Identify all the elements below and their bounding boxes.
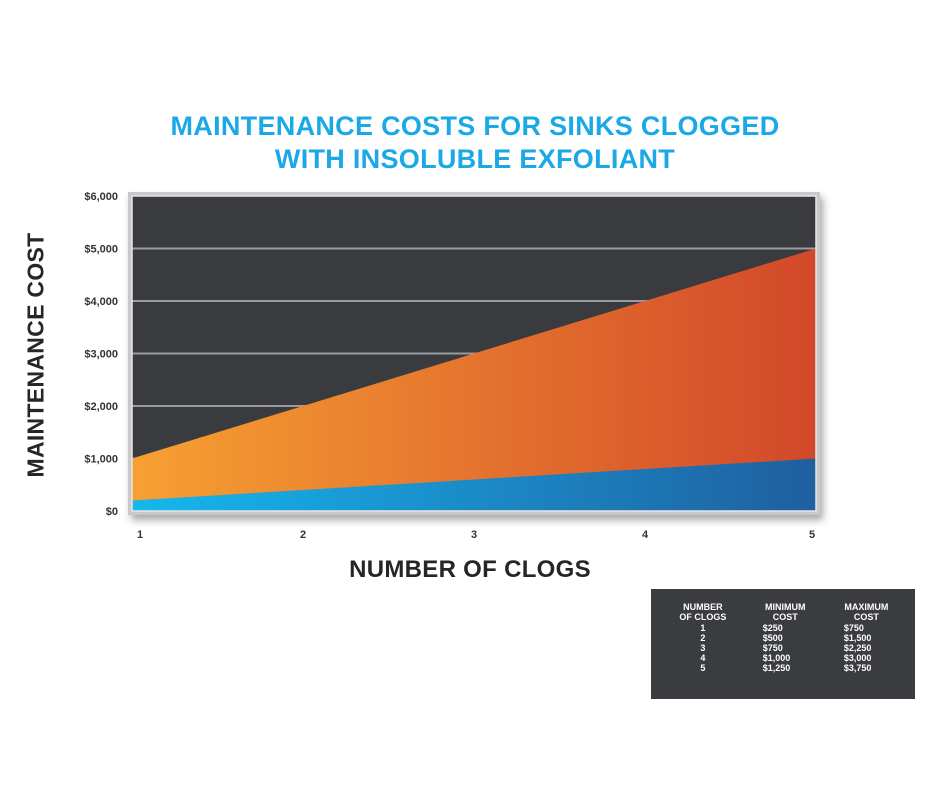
x-axis-label: NUMBER OF CLOGS: [349, 556, 591, 583]
table-cell-clogs: 1: [700, 623, 706, 633]
y-tick-label: $3,000: [84, 349, 118, 361]
chart-title: MAINTENANCE COSTS FOR SINKS CLOGGED WITH…: [120, 110, 830, 176]
y-tick-label: $5,000: [84, 244, 118, 256]
table-cell-maximum: $3,750: [843, 663, 872, 673]
table-cell-maximum: $2,250: [843, 643, 872, 653]
cost-table: NUMBER OF CLOGS MINIMUM COST MAXIMUM COS…: [651, 589, 915, 699]
table-header-minimum-line-2: COST: [772, 612, 798, 622]
table-cell-clogs: 5: [700, 663, 706, 673]
y-tick-label: $0: [106, 506, 118, 518]
table-cell-maximum: $750: [843, 623, 864, 633]
table-header-clogs: NUMBER OF CLOGS: [661, 602, 745, 623]
table-cell-minimum: $750: [762, 643, 783, 653]
x-tick-label: 3: [471, 529, 477, 541]
table-cell-clogs: 4: [700, 653, 706, 663]
y-tick-label: $2,000: [84, 401, 118, 413]
table-row: 4 $1,000 $3,000: [661, 653, 907, 663]
table-row: 2 $500 $1,500: [661, 633, 907, 643]
chart-title-line-1: MAINTENANCE COSTS FOR SINKS CLOGGED: [170, 111, 780, 141]
y-tick-label: $4,000: [84, 296, 118, 308]
area-series-1: [132, 248, 816, 511]
table-row: 5 $1,250 $3,750: [661, 663, 907, 673]
table-header-minimum: MINIMUM COST: [745, 602, 826, 623]
x-tick-label: 2: [300, 529, 306, 541]
x-tick-label: 4: [642, 529, 649, 541]
table-header-clogs-line-2: OF CLOGS: [679, 612, 727, 622]
table-header-row: NUMBER OF CLOGS MINIMUM COST MAXIMUM COS…: [661, 602, 907, 623]
x-tick-label: 5: [809, 529, 815, 541]
area-series-2: [132, 458, 816, 511]
plot-border: [131, 195, 817, 512]
table-header-maximum-line-1: MAXIMUM: [844, 602, 889, 612]
table-cell-minimum: $1,250: [762, 663, 791, 673]
y-tick-label: $6,000: [84, 191, 118, 203]
table-header-maximum: MAXIMUM COST: [826, 602, 907, 623]
table-cell-maximum: $3,000: [843, 653, 872, 663]
table-cell-minimum: $500: [762, 633, 783, 643]
table-header-minimum-line-1: MINIMUM: [765, 602, 806, 612]
cost-table-grid: NUMBER OF CLOGS MINIMUM COST MAXIMUM COS…: [661, 602, 907, 673]
table-header-maximum-line-2: COST: [853, 612, 879, 622]
table-cell-clogs: 2: [700, 633, 706, 643]
table-row: 3 $750 $2,250: [661, 643, 907, 653]
table-cell-clogs: 3: [700, 643, 706, 653]
table-row: 1 $250 $750: [661, 623, 907, 633]
table-header-clogs-line-1: NUMBER: [683, 602, 723, 612]
table-cell-maximum: $1,500: [843, 633, 872, 643]
x-tick-label: 1: [137, 529, 143, 541]
table-cell-minimum: $1,000: [762, 653, 791, 663]
y-tick-label: $1,000: [84, 454, 118, 466]
table-cell-minimum: $250: [762, 623, 783, 633]
chart-title-line-2: WITH INSOLUBLE EXFOLIANT: [274, 144, 676, 174]
